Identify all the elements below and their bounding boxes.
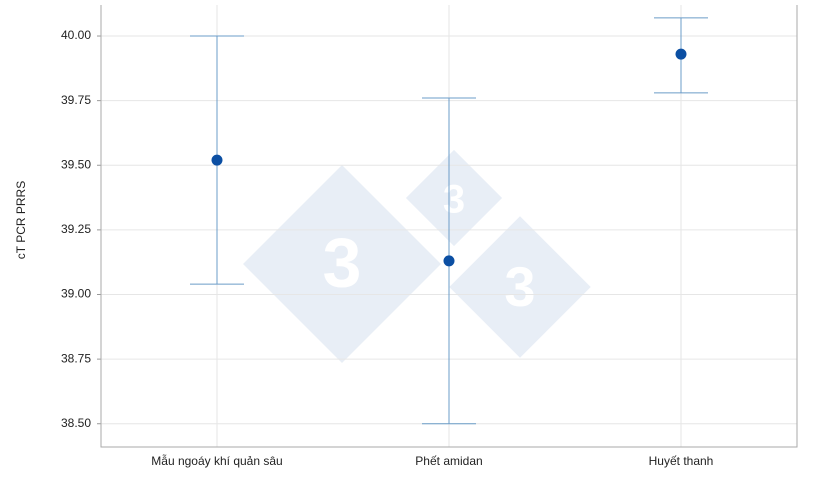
y-tick-label: 39.00 (61, 287, 91, 301)
y-axis-label: cT PCR PRRS (14, 181, 28, 259)
watermark-diamond (405, 149, 503, 247)
y-tick-label: 38.75 (61, 351, 91, 365)
watermark-diamond (243, 165, 441, 363)
y-tick-label: 39.50 (61, 157, 91, 171)
watermark-text: 3 (504, 255, 535, 318)
watermark-text: 3 (323, 223, 362, 301)
y-tick-label: 39.25 (61, 222, 91, 236)
point (675, 48, 687, 60)
axis-frame (100, 5, 798, 448)
x-tick-label: Phết amidan (415, 454, 482, 468)
point (443, 255, 455, 267)
x-tick-label: Huyết thanh (649, 454, 714, 468)
point (211, 154, 223, 166)
watermark: 3 3 3 (243, 149, 591, 363)
y-tick-label: 38.50 (61, 416, 91, 430)
watermark-text: 3 (443, 178, 465, 222)
y-tick-label: 40.00 (61, 28, 91, 42)
x-tick-label: Mẫu ngoáy khí quản sâu (151, 453, 282, 468)
y-tick-label: 39.75 (61, 93, 91, 107)
